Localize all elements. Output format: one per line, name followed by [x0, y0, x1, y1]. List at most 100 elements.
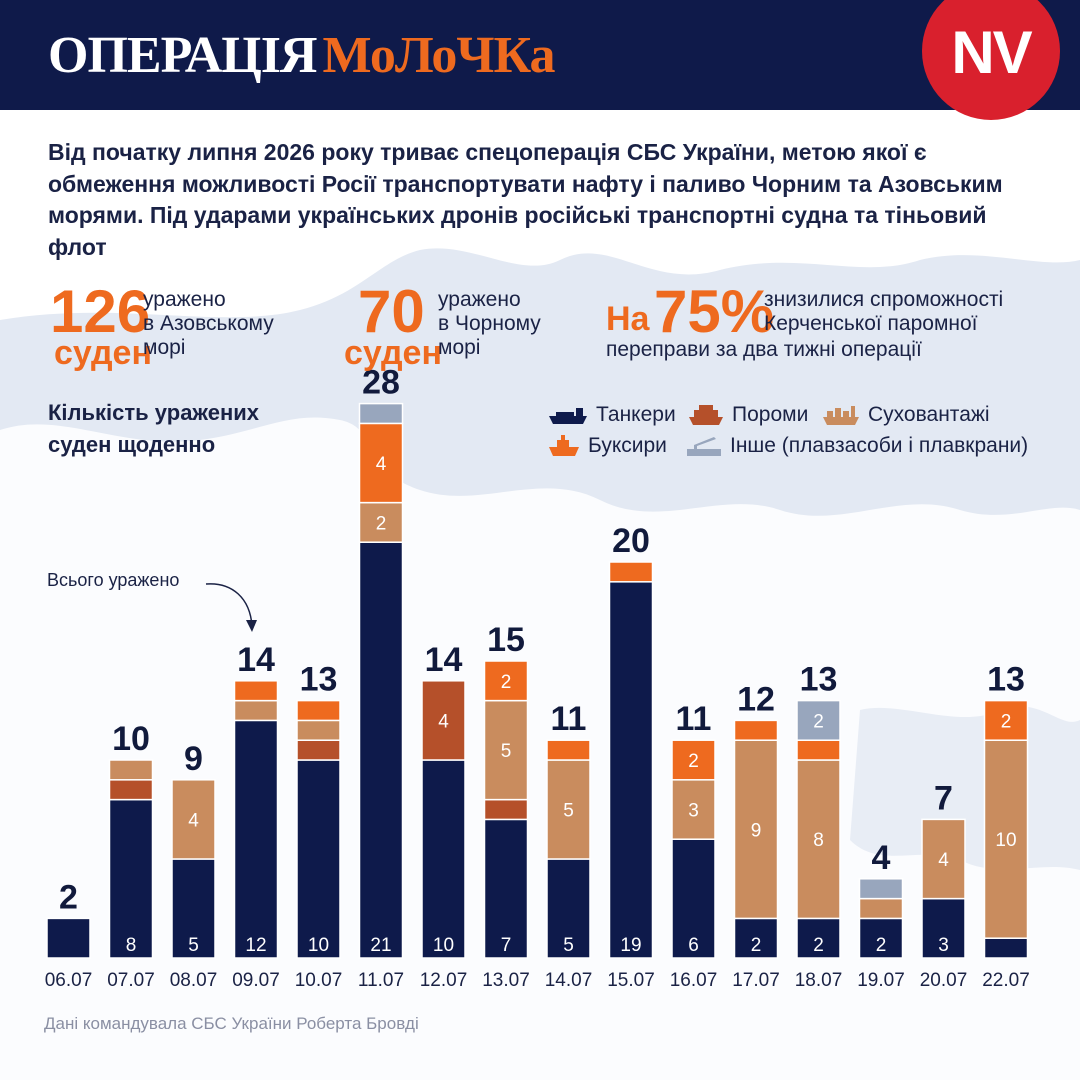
- segment-label: 2: [751, 935, 762, 956]
- bar-total-label: 2: [59, 878, 78, 916]
- legend-label-tankers: Танкери: [596, 403, 676, 426]
- bar-segment-tanker-09.07: [233, 719, 279, 959]
- ferry-icon: [689, 405, 723, 425]
- bar-segment-crane-18.07: [796, 699, 841, 741]
- bar-segment-tanker-19.07: [858, 917, 904, 959]
- legend-item-tugs: Буксири: [548, 434, 667, 458]
- bar-total-label: 7: [934, 779, 953, 817]
- segment-label: 10: [433, 935, 454, 956]
- segment-label: 12: [245, 935, 266, 956]
- bar-segment-cargo-ship-11.07: [358, 501, 404, 543]
- x-tick-label: 08.07: [170, 970, 218, 991]
- stat-azov-number: 126: [50, 278, 151, 345]
- segment-label: 2: [813, 711, 824, 732]
- x-tick-label: 15.07: [607, 970, 655, 991]
- stat-azov: 126 суден уражено в Азовському морі: [48, 278, 368, 374]
- bar-total-label: 14: [237, 641, 275, 679]
- bar-segment-tug-09.07: [233, 680, 279, 702]
- segment-label: 4: [188, 810, 199, 831]
- segment-label: 2: [501, 672, 512, 693]
- bar-total-label: 4: [872, 839, 891, 877]
- bar-segment-cargo-ship-07.07: [108, 759, 154, 781]
- legend-label-other: Інше (плавзасоби і плавкрани): [730, 434, 1029, 457]
- bar-segment-cargo-ship-20.07: [921, 818, 966, 900]
- bar-total-label: 11: [551, 700, 587, 738]
- total-annotation: Всього уражено: [47, 570, 180, 590]
- segment-label: 5: [188, 935, 199, 956]
- stat-black-sea-line1: уражено: [438, 288, 521, 311]
- annotation-arrowhead: [246, 620, 257, 632]
- stat-azov-line3: морі: [143, 336, 186, 359]
- title-part-2: МоЛоЧКа: [322, 27, 555, 84]
- stat-black-sea-line3: морі: [438, 336, 481, 359]
- bar-segment-cargo-ship-19.07: [858, 897, 904, 920]
- segment-label: 2: [876, 935, 887, 956]
- stat-black-sea: 70 суден уражено в Чорному морі: [340, 282, 580, 374]
- segment-label: 19: [620, 935, 641, 956]
- x-tick-label: 17.07: [732, 970, 780, 991]
- bar-segment-tug-13.07: [483, 660, 529, 702]
- bar-total-label: 20: [612, 522, 650, 560]
- nv-logo: NV: [922, 0, 1060, 120]
- x-tick-label: 10.07: [295, 970, 343, 991]
- segment-label: 4: [438, 711, 449, 732]
- bar-total-label: 13: [800, 661, 838, 699]
- legend-item-cargo: Суховантажі: [822, 403, 990, 427]
- bar-segment-ferry-07.07: [108, 779, 154, 801]
- bar-segment-tanker-18.07: [796, 917, 841, 959]
- bar-total-label: 11: [676, 700, 712, 738]
- bar-segment-cargo-ship-13.07: [483, 699, 529, 801]
- bar-segment-tanker-11.07: [358, 541, 404, 959]
- bar-segment-ferry-13.07: [483, 798, 529, 821]
- segment-label: 5: [563, 801, 574, 822]
- tanker-icon: [549, 408, 587, 424]
- segment-label: 10: [995, 830, 1016, 851]
- x-tick-label: 13.07: [482, 970, 530, 991]
- bar-segment-tug-17.07: [733, 719, 779, 741]
- logo-text: NV: [951, 19, 1032, 86]
- segment-label: 8: [126, 935, 137, 956]
- x-tick-label: 14.07: [545, 970, 593, 991]
- stat-azov-desc: уражено в Азовському морі: [143, 288, 274, 360]
- x-tick-label: 22.07: [982, 970, 1030, 991]
- bar-segment-ferry-12.07: [421, 680, 466, 761]
- source-note: Дані командувала СБС України Роберта Бро…: [44, 1014, 419, 1033]
- stat-kerch-line2: Керченської паромної: [764, 312, 978, 335]
- x-tick-label: 09.07: [232, 970, 280, 991]
- stat-black-sea-unit: суден: [344, 334, 442, 372]
- bar-segment-tanker-22.07: [983, 937, 1029, 959]
- segment-label: 4: [938, 850, 949, 871]
- stat-black-sea-desc: уражено в Чорному морі: [438, 288, 541, 360]
- legend-label-tugs: Буксири: [588, 434, 667, 457]
- legend-item-ferries: Пороми: [688, 403, 808, 427]
- segment-label: 5: [501, 741, 512, 762]
- stat-kerch-number: 75%: [654, 278, 775, 345]
- bar-segment-tug-11.07: [358, 422, 404, 504]
- stat-kerch-line3: переправи за два тижні операції: [606, 338, 922, 361]
- stat-azov-unit: суден: [54, 334, 152, 372]
- bar-segment-tanker-12.07: [421, 759, 466, 959]
- cargo-ship-icon: [823, 406, 859, 425]
- segment-label: 2: [813, 935, 824, 956]
- bar-segment-ferry-10.07: [296, 739, 341, 761]
- x-tick-label: 16.07: [670, 970, 718, 991]
- stat-kerch: На 75% знизилися спроможності Керченсько…: [604, 282, 1044, 372]
- bar-segment-cargo-ship-09.07: [233, 699, 279, 722]
- legend-label-cargo: Суховантажі: [868, 403, 990, 426]
- bar-segment-tanker-17.07: [733, 917, 779, 959]
- stat-azov-line2: в Азовському: [143, 312, 274, 335]
- bar-segment-tanker-16.07: [671, 838, 716, 959]
- chart-title: Кількість уражених суден щоденно: [48, 400, 260, 457]
- page-title: ОПЕРАЦІЯ МоЛоЧКа: [48, 26, 556, 86]
- bar-total-label: 14: [425, 641, 463, 679]
- title-part-1: ОПЕРАЦІЯ: [48, 27, 317, 84]
- bar-segment-cargo-ship-10.07: [296, 719, 341, 741]
- intro-text: Від початку липня 2026 року триває спецо…: [48, 139, 1003, 260]
- segment-label: 9: [751, 820, 762, 841]
- x-tick-label: 18.07: [795, 970, 843, 991]
- bar-segment-cargo-ship-17.07: [733, 739, 779, 920]
- bar-total-label: 13: [987, 661, 1025, 699]
- segment-label: 8: [813, 830, 824, 851]
- segment-label: 2: [1001, 711, 1012, 732]
